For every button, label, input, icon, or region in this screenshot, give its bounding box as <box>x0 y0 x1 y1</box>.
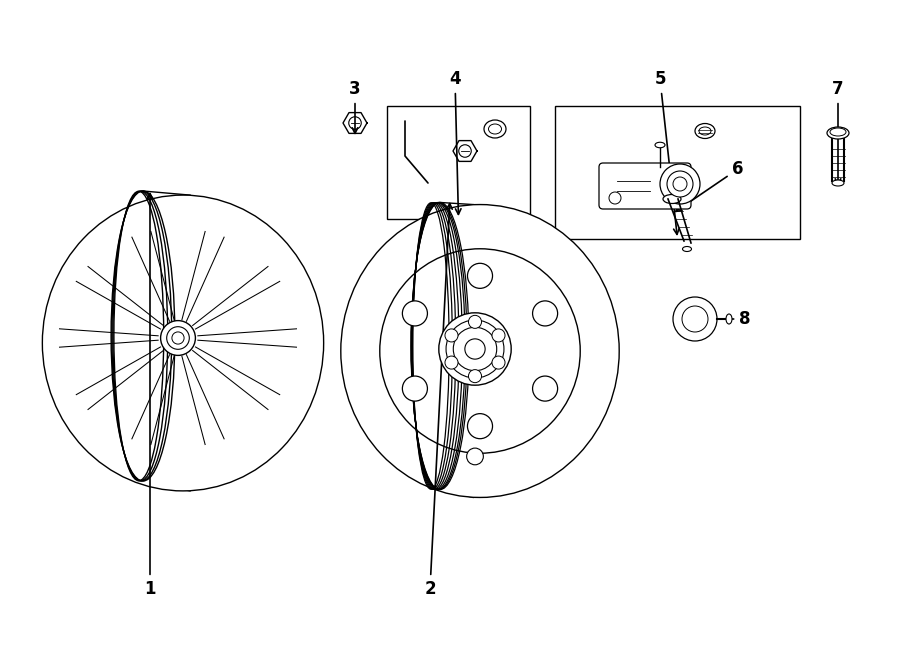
Circle shape <box>454 327 497 371</box>
Ellipse shape <box>42 195 324 491</box>
Circle shape <box>166 327 189 349</box>
Circle shape <box>673 297 717 341</box>
Text: 4: 4 <box>449 70 461 214</box>
Circle shape <box>439 313 511 385</box>
Circle shape <box>467 414 492 439</box>
Ellipse shape <box>832 180 844 186</box>
Circle shape <box>667 171 693 197</box>
Circle shape <box>533 376 558 401</box>
Text: 7: 7 <box>832 80 844 184</box>
Ellipse shape <box>827 127 849 139</box>
Circle shape <box>660 164 700 204</box>
Text: 6: 6 <box>676 160 743 212</box>
Circle shape <box>445 329 458 342</box>
Circle shape <box>402 301 428 326</box>
Circle shape <box>469 369 482 383</box>
Text: 8: 8 <box>678 310 751 328</box>
Circle shape <box>446 320 504 378</box>
Circle shape <box>160 321 195 356</box>
Circle shape <box>466 448 483 465</box>
Bar <box>387 106 530 219</box>
FancyBboxPatch shape <box>599 163 691 209</box>
Circle shape <box>445 356 458 369</box>
Ellipse shape <box>695 124 715 139</box>
Circle shape <box>533 301 558 326</box>
Ellipse shape <box>663 194 681 204</box>
Ellipse shape <box>682 247 691 251</box>
Circle shape <box>465 339 485 359</box>
Circle shape <box>492 329 505 342</box>
Text: 3: 3 <box>349 80 361 134</box>
Circle shape <box>467 263 492 288</box>
Text: 2: 2 <box>424 204 453 598</box>
Ellipse shape <box>726 314 732 324</box>
Ellipse shape <box>484 120 506 138</box>
Circle shape <box>492 356 505 369</box>
Circle shape <box>402 376 428 401</box>
Circle shape <box>609 192 621 204</box>
Ellipse shape <box>341 204 619 498</box>
Circle shape <box>469 315 482 329</box>
Bar <box>555 106 800 239</box>
Text: 1: 1 <box>144 194 156 598</box>
Ellipse shape <box>655 142 665 148</box>
Text: 5: 5 <box>654 70 680 235</box>
